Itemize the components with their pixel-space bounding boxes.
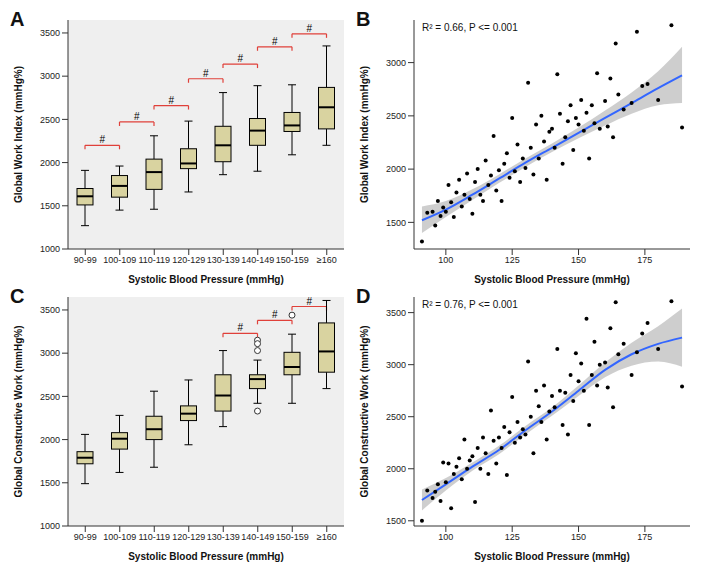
svg-text:2500: 2500 xyxy=(386,111,406,121)
svg-text:3500: 3500 xyxy=(386,308,406,318)
svg-text:Systolic Blood Pressure (mmHg): Systolic Blood Pressure (mmHg) xyxy=(128,551,284,562)
svg-text:2000: 2000 xyxy=(40,158,60,168)
svg-text:#: # xyxy=(272,36,278,47)
svg-text:130-139: 130-139 xyxy=(207,255,240,265)
svg-text:Systolic Blood Pressure (mmHg): Systolic Blood Pressure (mmHg) xyxy=(474,551,630,562)
svg-text:#: # xyxy=(272,309,278,320)
html-text:R² = 0.66, P <= 0.001: R² = 0.66, P <= 0.001 xyxy=(422,22,518,33)
svg-text:3000: 3000 xyxy=(40,71,60,81)
svg-text:2500: 2500 xyxy=(40,115,60,125)
html-text:D: D xyxy=(356,285,371,307)
svg-text:90-99: 90-99 xyxy=(74,532,97,542)
svg-text:150: 150 xyxy=(571,255,586,265)
svg-text:#: # xyxy=(306,23,312,34)
svg-text:Systolic Blood Pressure (mmHg): Systolic Blood Pressure (mmHg) xyxy=(474,274,630,285)
svg-text:2000: 2000 xyxy=(386,164,406,174)
svg-text:2000: 2000 xyxy=(386,464,406,474)
svg-text:175: 175 xyxy=(637,532,652,542)
svg-text:150: 150 xyxy=(571,532,586,542)
svg-text:150-159: 150-159 xyxy=(276,255,309,265)
svg-text:Global Constructive Work (mmHg: Global Constructive Work (mmHg%) xyxy=(359,325,370,497)
svg-text:#: # xyxy=(306,297,312,307)
svg-text:2000: 2000 xyxy=(40,435,60,445)
html-text:A: A xyxy=(10,8,25,30)
svg-text:125: 125 xyxy=(505,532,520,542)
svg-text:1000: 1000 xyxy=(40,521,60,531)
svg-text:140-149: 140-149 xyxy=(241,532,274,542)
svg-text:2500: 2500 xyxy=(40,392,60,402)
html-text:R² = 0.76, P <= 0.001: R² = 0.76, P <= 0.001 xyxy=(422,299,518,310)
svg-text:150-159: 150-159 xyxy=(276,532,309,542)
svg-text:3500: 3500 xyxy=(40,305,60,315)
svg-text:Global Constructive Work (mmHg: Global Constructive Work (mmHg%) xyxy=(13,325,24,497)
svg-text:Systolic Blood Pressure (mmHg): Systolic Blood Pressure (mmHg) xyxy=(128,274,284,285)
svg-text:1500: 1500 xyxy=(40,201,60,211)
svg-text:120-129: 120-129 xyxy=(172,532,205,542)
svg-text:3000: 3000 xyxy=(386,360,406,370)
svg-text:120-129: 120-129 xyxy=(172,255,205,265)
svg-text:≥160: ≥160 xyxy=(317,255,337,265)
svg-text:≥160: ≥160 xyxy=(317,532,337,542)
html-text:B: B xyxy=(356,8,371,30)
svg-text:110-119: 110-119 xyxy=(138,255,170,265)
svg-text:#: # xyxy=(237,53,243,64)
svg-text:1500: 1500 xyxy=(386,218,406,228)
svg-text:3000: 3000 xyxy=(386,58,406,68)
svg-text:100: 100 xyxy=(438,255,453,265)
svg-text:110-119: 110-119 xyxy=(138,532,170,542)
svg-text:100-109: 100-109 xyxy=(103,532,136,542)
svg-text:140-149: 140-149 xyxy=(241,255,274,265)
svg-text:100-109: 100-109 xyxy=(103,255,136,265)
svg-text:#: # xyxy=(134,111,140,122)
html-text:C: C xyxy=(10,285,25,307)
svg-text:1000: 1000 xyxy=(40,244,60,254)
svg-text:3500: 3500 xyxy=(40,28,60,38)
svg-text:175: 175 xyxy=(637,255,652,265)
svg-text:125: 125 xyxy=(505,255,520,265)
svg-text:Global Work Index (mmHg%): Global Work Index (mmHg%) xyxy=(13,66,24,203)
svg-text:100: 100 xyxy=(438,532,453,542)
svg-text:#: # xyxy=(237,322,243,333)
svg-text:3000: 3000 xyxy=(40,348,60,358)
svg-text:1500: 1500 xyxy=(386,516,406,526)
svg-text:130-139: 130-139 xyxy=(207,532,240,542)
svg-text:1500: 1500 xyxy=(40,478,60,488)
svg-text:2500: 2500 xyxy=(386,412,406,422)
svg-text:#: # xyxy=(168,95,174,106)
svg-text:90-99: 90-99 xyxy=(74,255,97,265)
svg-text:#: # xyxy=(203,68,209,79)
svg-text:#: # xyxy=(99,134,105,145)
svg-text:Global Work Index (mmHg%): Global Work Index (mmHg%) xyxy=(359,66,370,203)
